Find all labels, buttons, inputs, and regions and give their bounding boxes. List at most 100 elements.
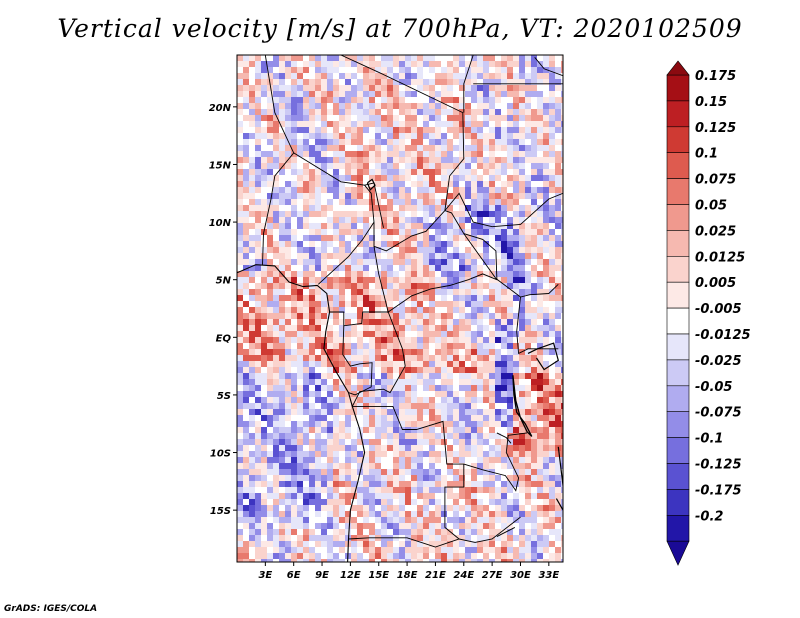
- field-cell: [291, 553, 298, 560]
- field-cell: [243, 121, 250, 128]
- field-cell: [369, 301, 376, 308]
- field-cell: [447, 115, 454, 122]
- field-cell: [477, 559, 484, 562]
- field-cell: [561, 535, 563, 542]
- field-cell: [273, 391, 280, 398]
- field-cell: [429, 529, 436, 536]
- field-cell: [345, 325, 352, 332]
- field-cell: [375, 61, 382, 68]
- field-cell: [543, 121, 550, 128]
- field-cell: [279, 547, 286, 554]
- field-cell: [369, 523, 376, 530]
- field-cell: [255, 253, 262, 260]
- field-cell: [483, 397, 490, 404]
- field-cell: [267, 553, 274, 560]
- field-cell: [453, 277, 460, 284]
- field-cell: [363, 445, 370, 452]
- field-cell: [309, 319, 316, 326]
- field-cell: [537, 409, 544, 416]
- field-cell: [303, 373, 310, 380]
- field-cell: [351, 91, 358, 98]
- field-cell: [465, 169, 472, 176]
- field-cell: [543, 97, 550, 104]
- field-cell: [489, 535, 496, 542]
- field-cell: [465, 313, 472, 320]
- field-cell: [291, 505, 298, 512]
- field-cell: [285, 181, 292, 188]
- field-cell: [471, 511, 478, 518]
- field-cell: [255, 529, 262, 536]
- field-cell: [471, 337, 478, 344]
- field-cell: [381, 115, 388, 122]
- field-cell: [489, 307, 496, 314]
- field-cell: [357, 451, 364, 458]
- lat-tick-label: EQ: [216, 333, 232, 344]
- field-cell: [321, 271, 328, 278]
- field-cell: [261, 97, 268, 104]
- field-cell: [321, 151, 328, 158]
- field-cell: [267, 139, 274, 146]
- field-cell: [405, 421, 412, 428]
- field-cell: [297, 493, 304, 500]
- field-cell: [315, 253, 322, 260]
- field-cell: [537, 529, 544, 536]
- field-cell: [495, 379, 502, 386]
- field-cell: [315, 73, 322, 80]
- field-cell: [423, 193, 430, 200]
- field-cell: [519, 511, 526, 518]
- field-cell: [429, 541, 436, 548]
- field-cell: [555, 199, 562, 206]
- field-cell: [267, 127, 274, 134]
- field-cell: [477, 151, 484, 158]
- field-cell: [267, 115, 274, 122]
- field-cell: [513, 301, 520, 308]
- field-cell: [291, 193, 298, 200]
- field-cell: [429, 553, 436, 560]
- field-cell: [465, 403, 472, 410]
- field-cell: [381, 481, 388, 488]
- field-cell: [405, 247, 412, 254]
- field-cell: [555, 253, 562, 260]
- field-cell: [255, 463, 262, 470]
- field-cell: [447, 307, 454, 314]
- field-cell: [327, 325, 334, 332]
- field-cell: [441, 547, 448, 554]
- field-cell: [555, 187, 562, 194]
- field-cell: [351, 157, 358, 164]
- field-cell: [291, 175, 298, 182]
- field-cell: [453, 439, 460, 446]
- field-cell: [549, 145, 556, 152]
- field-cell: [411, 283, 418, 290]
- field-cell: [441, 259, 448, 266]
- field-cell: [507, 487, 514, 494]
- field-cell: [555, 451, 562, 458]
- field-cell: [471, 421, 478, 428]
- field-cell: [429, 493, 436, 500]
- field-cell: [561, 547, 563, 554]
- field-cell: [417, 403, 424, 410]
- field-cell: [285, 529, 292, 536]
- field-cell: [321, 475, 328, 482]
- field-cell: [375, 415, 382, 422]
- field-cell: [267, 283, 274, 290]
- field-cell: [507, 217, 514, 224]
- border-line: [555, 446, 563, 512]
- field-cell: [291, 355, 298, 362]
- field-cell: [519, 211, 526, 218]
- field-cell: [315, 421, 322, 428]
- field-cell: [417, 529, 424, 536]
- field-cell: [471, 199, 478, 206]
- field-cell: [453, 121, 460, 128]
- field-cell: [357, 355, 364, 362]
- field-cell: [393, 235, 400, 242]
- colorbar-label: -0.0125: [695, 328, 751, 343]
- field-cell: [495, 523, 502, 530]
- field-cell: [399, 67, 406, 74]
- field-cell: [267, 211, 274, 218]
- field-cell: [561, 247, 563, 254]
- field-cell: [309, 487, 316, 494]
- field-cell: [375, 121, 382, 128]
- field-cell: [255, 457, 262, 464]
- field-cell: [525, 319, 532, 326]
- field-cell: [357, 187, 364, 194]
